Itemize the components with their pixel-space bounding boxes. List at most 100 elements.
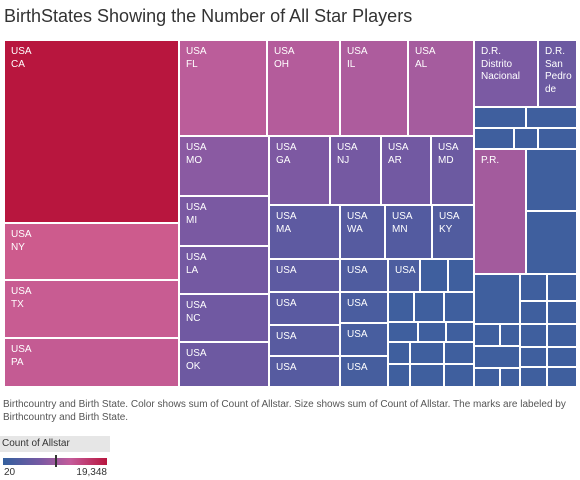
treemap-cell[interactable]: USA: [340, 292, 388, 323]
treemap-cell[interactable]: USA MA: [269, 205, 340, 259]
treemap-cell-small[interactable]: [500, 324, 520, 346]
treemap-cell-small[interactable]: [388, 292, 414, 322]
treemap-cell-small[interactable]: [520, 324, 547, 347]
treemap-cell-small[interactable]: [474, 324, 500, 346]
treemap-cell-small[interactable]: [446, 322, 474, 342]
treemap-cell-small[interactable]: [538, 128, 577, 149]
treemap-cell-label: USA: [347, 298, 368, 309]
treemap-cell-small[interactable]: [514, 128, 538, 149]
treemap-cell-small[interactable]: [526, 149, 577, 211]
treemap-cell-label: USA WA: [347, 211, 368, 235]
treemap-cell[interactable]: USA MD: [431, 136, 474, 205]
treemap-cell[interactable]: USA TX: [4, 280, 179, 338]
treemap-cell[interactable]: USA OK: [179, 342, 269, 387]
treemap-cell-label: USA MA: [276, 211, 297, 235]
treemap-cell[interactable]: USA OH: [267, 40, 340, 136]
treemap-cell-label: USA: [276, 362, 297, 373]
treemap-cell-label: USA: [276, 265, 297, 276]
treemap-cell-label: USA OH: [274, 46, 295, 70]
treemap-cell-label: USA MN: [392, 211, 413, 235]
treemap-cell[interactable]: USA AL: [408, 40, 474, 136]
treemap-cell-small[interactable]: [474, 128, 514, 149]
treemap-cell[interactable]: USA: [269, 325, 340, 356]
treemap-cell-small[interactable]: [520, 301, 547, 324]
treemap-cell-small[interactable]: [388, 364, 410, 387]
treemap-cell[interactable]: USA IL: [340, 40, 408, 136]
treemap-cell-small[interactable]: [444, 292, 474, 322]
treemap-cell[interactable]: USA PA: [4, 338, 179, 387]
treemap-cell-small[interactable]: [410, 342, 444, 364]
treemap-cell-label: P.R.: [481, 155, 500, 166]
treemap-cell-small[interactable]: [547, 324, 577, 347]
chart-title: BirthStates Showing the Number of All St…: [4, 6, 413, 26]
treemap[interactable]: USA CA USA NY USA TX USA PA USA FL USA OH USA …: [4, 40, 577, 387]
chart-caption: Birthcountry and Birth State. Color show…: [3, 399, 566, 423]
treemap-cell-small[interactable]: [474, 346, 520, 368]
treemap-cell-label: USA AR: [388, 142, 409, 166]
treemap-cell-label: USA PA: [11, 344, 32, 368]
treemap-cell[interactable]: USA NC: [179, 294, 269, 342]
treemap-cell-small[interactable]: [448, 259, 474, 292]
treemap-cell-small[interactable]: [388, 342, 410, 364]
treemap-cell-label: USA: [395, 265, 416, 276]
treemap-cell[interactable]: USA MO: [179, 136, 269, 196]
treemap-cell-label: USA NY: [11, 229, 32, 253]
treemap-cell-small[interactable]: [474, 107, 526, 128]
treemap-cell[interactable]: USA MI: [179, 196, 269, 246]
treemap-cell-label: USA CA: [11, 46, 32, 70]
legend-max-label: 19,348: [76, 467, 107, 478]
treemap-cell[interactable]: USA: [388, 259, 420, 292]
treemap-cell[interactable]: USA KY: [432, 205, 474, 259]
treemap-cell-label: USA AL: [415, 46, 436, 70]
treemap-cell[interactable]: USA: [269, 259, 340, 292]
treemap-cell[interactable]: D.R. Distrito Nacional: [474, 40, 538, 107]
treemap-cell[interactable]: P.R.: [474, 149, 526, 274]
treemap-cell[interactable]: D.R. San Pedro de: [538, 40, 577, 107]
treemap-cell-label: USA TX: [11, 286, 32, 310]
treemap-cell-label: USA: [347, 329, 368, 340]
treemap-cell-small[interactable]: [388, 322, 418, 342]
treemap-cell[interactable]: USA MN: [385, 205, 432, 259]
treemap-cell-small[interactable]: [414, 292, 444, 322]
treemap-cell[interactable]: USA CA: [4, 40, 179, 223]
treemap-cell[interactable]: USA: [340, 356, 388, 387]
treemap-cell-label: USA GA: [276, 142, 297, 166]
treemap-cell-small[interactable]: [547, 367, 577, 387]
treemap-cell[interactable]: USA NJ: [330, 136, 381, 205]
treemap-cell[interactable]: USA: [340, 323, 388, 356]
treemap-cell[interactable]: USA LA: [179, 246, 269, 294]
treemap-cell-label: USA NJ: [337, 142, 358, 166]
treemap-cell-label: USA NC: [186, 300, 207, 324]
treemap-cell[interactable]: USA AR: [381, 136, 431, 205]
treemap-cell-small[interactable]: [420, 259, 448, 292]
treemap-cell-label: USA: [276, 331, 297, 342]
treemap-cell-label: USA OK: [186, 348, 207, 372]
treemap-cell[interactable]: USA NY: [4, 223, 179, 280]
treemap-cell-small[interactable]: [520, 274, 547, 301]
treemap-cell-small[interactable]: [410, 364, 444, 387]
treemap-cell[interactable]: USA: [340, 259, 388, 292]
treemap-cell-small[interactable]: [520, 367, 547, 387]
treemap-cell-small[interactable]: [526, 211, 577, 274]
legend-title: Count of Allstar: [0, 436, 110, 452]
treemap-cell-small[interactable]: [547, 274, 577, 301]
treemap-cell[interactable]: USA: [269, 292, 340, 325]
treemap-cell-small[interactable]: [444, 342, 474, 364]
treemap-cell-small[interactable]: [526, 107, 577, 128]
treemap-cell-small[interactable]: [520, 347, 547, 367]
treemap-cell-small[interactable]: [547, 301, 577, 324]
treemap-cell-label: USA LA: [186, 252, 207, 276]
treemap-cell[interactable]: USA: [269, 356, 340, 387]
treemap-cell-label: USA: [347, 265, 368, 276]
treemap-cell[interactable]: USA WA: [340, 205, 385, 259]
treemap-cell-label: D.R. San Pedro de: [545, 46, 572, 95]
treemap-cell-small[interactable]: [418, 322, 446, 342]
treemap-cell-small[interactable]: [474, 368, 500, 387]
treemap-cell[interactable]: USA FL: [179, 40, 267, 136]
treemap-cell-small[interactable]: [474, 274, 520, 324]
treemap-cell-small[interactable]: [500, 368, 520, 387]
legend-marker: [55, 455, 57, 467]
treemap-cell-small[interactable]: [444, 364, 474, 387]
treemap-cell[interactable]: USA GA: [269, 136, 330, 205]
treemap-cell-small[interactable]: [547, 347, 577, 367]
